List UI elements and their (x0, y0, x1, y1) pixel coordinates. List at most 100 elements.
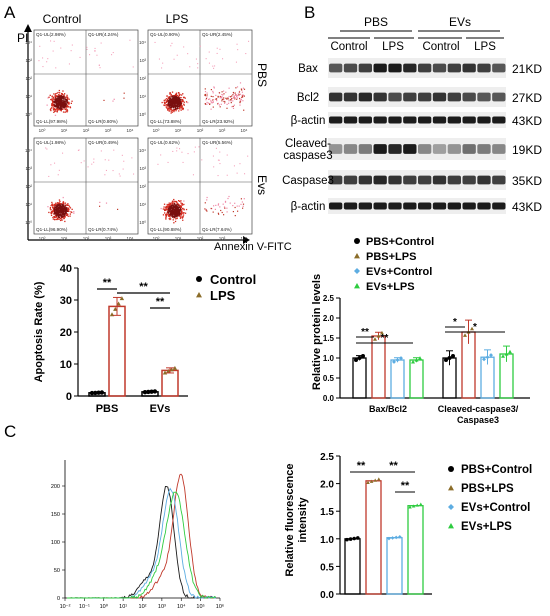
flow-col-label-lps: LPS (166, 12, 189, 26)
flow-event-dot (57, 103, 59, 106)
flow-event-dot (179, 200, 181, 202)
flow-y-tick-label: 10⁰ (25, 220, 32, 225)
flow-event-dot (176, 214, 178, 216)
histogram-x-tick-label: 10¹ (119, 604, 127, 610)
flow-event-dot (62, 108, 64, 110)
blot-band (477, 175, 491, 185)
flow-y-axis-label: PI (17, 31, 28, 45)
flow-event-dot (69, 207, 72, 209)
flow-event-dot (166, 207, 168, 209)
flow-event-dot (216, 52, 218, 54)
flow-event-dot (64, 208, 66, 210)
flow-event-dot (65, 209, 67, 211)
flow-event-dot (204, 94, 206, 96)
flow-event-dot (228, 195, 230, 198)
flow-event-dot (52, 204, 54, 206)
flow-event-dot (226, 211, 228, 213)
flow-event-dot (71, 100, 73, 102)
flow-event-dot (174, 203, 176, 206)
flow-quadrant-lr-label: Q1-LR(7.64%) (202, 227, 232, 232)
flow-event-dot (171, 98, 173, 100)
histogram-series-line (67, 486, 216, 599)
flow-event-dot (162, 208, 164, 210)
flow-event-dot (172, 215, 174, 217)
flow-event-dot (236, 97, 239, 99)
flow-event-dot (66, 210, 68, 212)
flow-event-dot (51, 103, 53, 105)
flow-event-dot (212, 65, 214, 67)
flow-event-dot (61, 215, 63, 218)
flow-event-dot (58, 94, 60, 96)
flow-event-dot (236, 43, 238, 45)
flow-event-dot (234, 98, 236, 100)
flow-event-dot (167, 210, 169, 212)
flow-event-dot (168, 215, 170, 217)
flow-event-dot (51, 201, 53, 204)
flow-event-dot (167, 206, 169, 208)
flow-event-dot (57, 204, 59, 207)
blot-band (432, 92, 447, 102)
flow-event-dot (71, 211, 73, 214)
flow-event-dot (61, 216, 63, 218)
flow-event-dot (66, 100, 68, 102)
flow-event-dot (221, 93, 223, 96)
flow-y-tick-label: 10⁴ (25, 40, 32, 45)
flow-event-dot (53, 40, 55, 42)
blot-band (329, 202, 343, 210)
blot-band (477, 202, 491, 210)
flow-event-dot (169, 205, 171, 207)
flow-event-dot (59, 92, 61, 94)
flow-event-dot (65, 207, 67, 209)
flow-event-dot (219, 151, 221, 153)
flow-event-dot (179, 93, 181, 96)
flow-event-dot (121, 154, 123, 156)
flow-event-dot (58, 101, 60, 103)
apoptosis-y-tick-label: 30 (60, 295, 72, 307)
blot-band (329, 116, 343, 124)
flow-event-dot (62, 96, 65, 98)
flow-quadrant-ul-label: Q1-UL(1.98%) (36, 140, 66, 145)
flow-event-dot (45, 147, 47, 149)
flow-event-dot (59, 108, 61, 110)
flow-event-dot (232, 94, 234, 96)
flow-event-dot (165, 98, 168, 100)
flow-event-dot (179, 209, 181, 212)
apoptosis-data-point (146, 389, 151, 395)
apoptosis-bar-chart: Apoptosis Rate (%) 0 10 20 30 40 PBS EVs ** ** **… (33, 263, 256, 415)
flow-event-dot (162, 214, 165, 216)
flow-event-dot (170, 202, 172, 205)
flow-event-dot (66, 214, 68, 216)
blot-group-label-pbs: PBS (364, 15, 388, 29)
flow-event-dot (214, 65, 216, 67)
flow-event-dot (171, 216, 174, 218)
flow-event-dot (182, 212, 184, 214)
flow-event-dot (64, 216, 66, 218)
flow-event-dot (168, 106, 171, 108)
fluorescence-data-point (348, 537, 353, 541)
flow-event-dot (58, 100, 60, 103)
flow-event-dot (57, 91, 59, 94)
protein-legend-marker (354, 268, 360, 274)
flow-event-dot (54, 100, 56, 102)
flow-event-dot (167, 107, 169, 109)
flow-event-dot (55, 110, 57, 112)
flow-event-dot (239, 97, 241, 100)
flow-event-dot (89, 54, 91, 56)
flow-event-dot (242, 205, 244, 207)
flow-event-dot (217, 204, 219, 206)
flow-event-dot (62, 208, 64, 210)
flow-event-dot (104, 159, 106, 161)
flow-event-dot (242, 207, 244, 209)
blot-band (329, 63, 343, 73)
flow-event-dot (132, 66, 134, 68)
flow-event-dot (161, 67, 163, 69)
flow-event-dot (113, 149, 115, 151)
flow-event-dot (210, 101, 212, 103)
flow-event-dot (158, 58, 160, 60)
flow-event-dot (180, 109, 182, 111)
fluorescence-y-tick-label: 1.5 (320, 507, 334, 518)
protein-data-point (482, 357, 486, 362)
flow-event-dot (54, 100, 56, 103)
flow-event-dot (56, 103, 58, 105)
flow-event-dot (178, 104, 181, 107)
